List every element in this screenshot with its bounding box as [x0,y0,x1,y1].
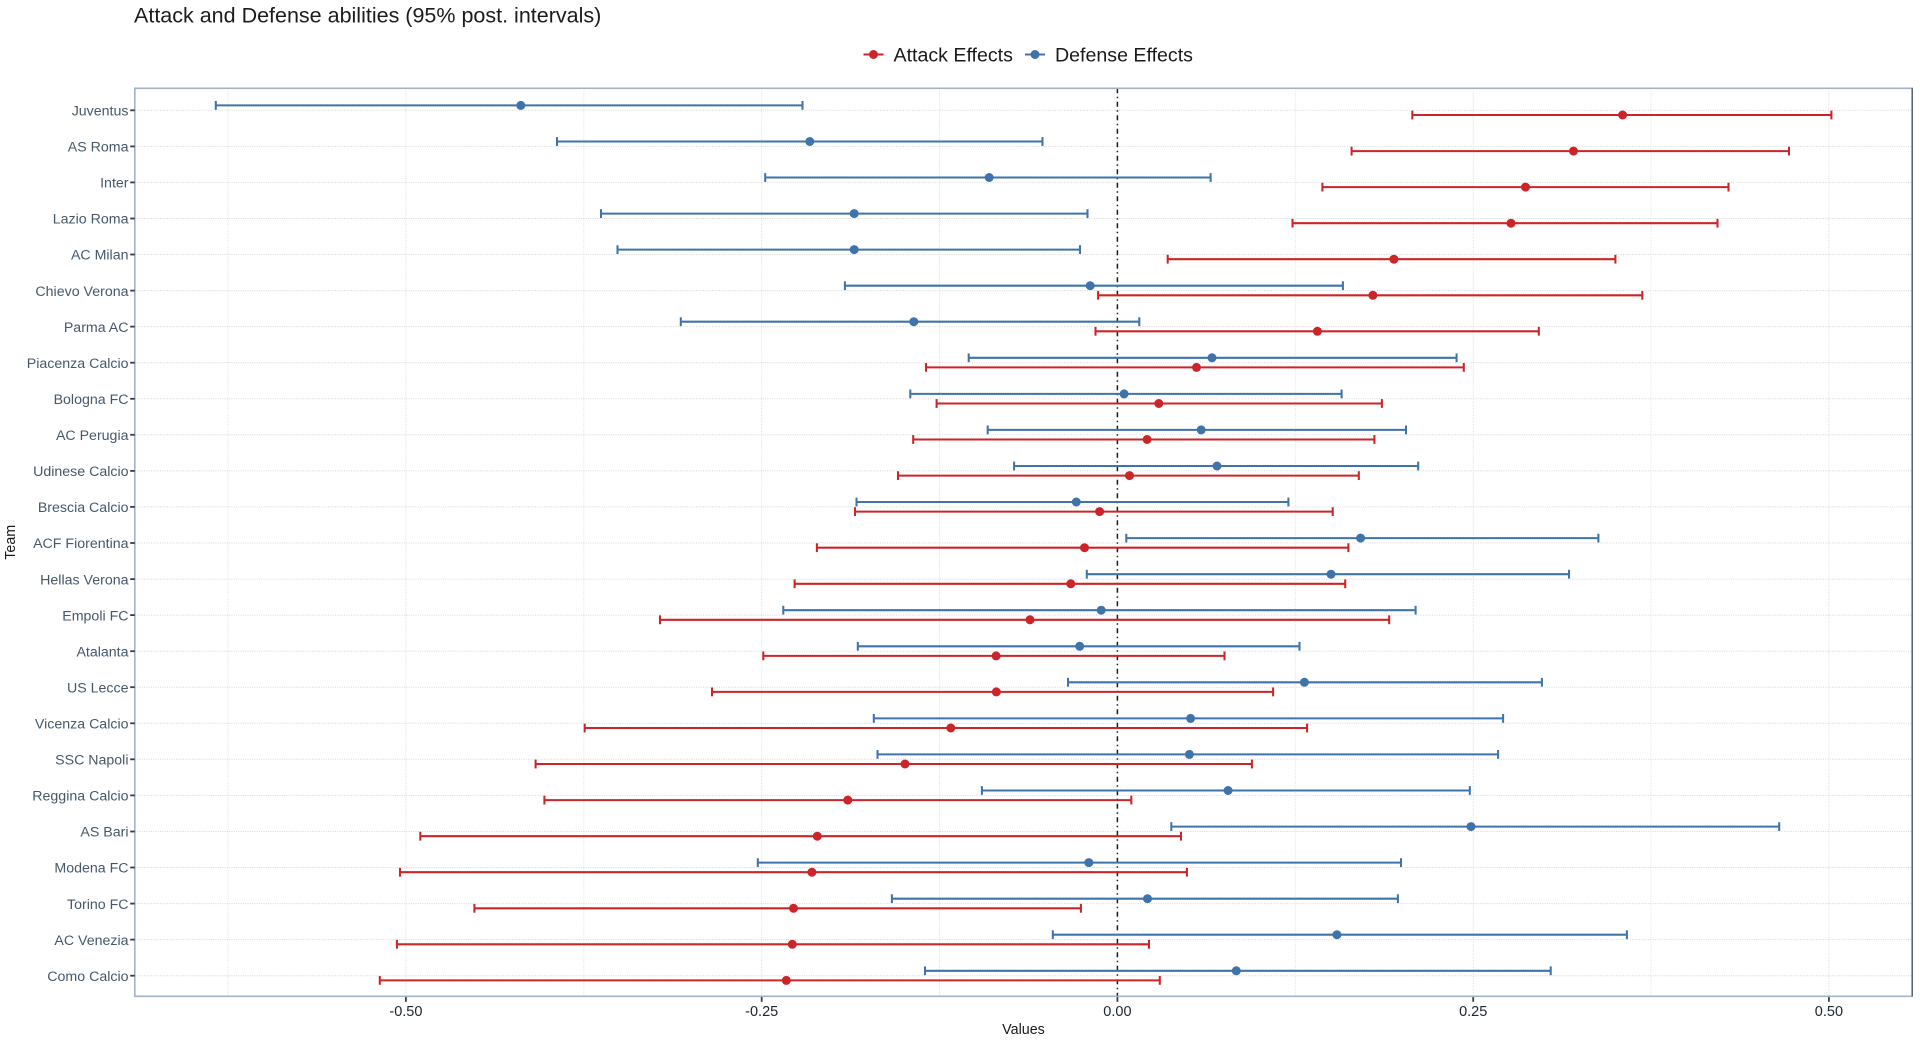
svg-text:Hellas Verona: Hellas Verona [40,572,128,588]
svg-text:Udinese Calcio: Udinese Calcio [33,464,129,480]
svg-text:AS Bari: AS Bari [80,825,128,841]
svg-text:Inter: Inter [100,176,129,192]
svg-text:Vicenza Calcio: Vicenza Calcio [35,717,129,733]
svg-text:Attack Effects: Attack Effects [894,45,1014,67]
svg-text:SSC Napoli: SSC Napoli [55,753,128,769]
svg-text:Torino FC: Torino FC [67,897,129,913]
svg-text:Parma AC: Parma AC [64,320,129,336]
svg-text:0.00: 0.00 [1103,1004,1131,1020]
svg-text:-0.25: -0.25 [745,1004,778,1020]
svg-text:ACF Fiorentina: ACF Fiorentina [33,536,129,552]
svg-text:Modena FC: Modena FC [54,861,128,877]
svg-text:Lazio Roma: Lazio Roma [53,212,129,228]
svg-text:Chievo Verona: Chievo Verona [35,284,128,300]
svg-text:-0.50: -0.50 [389,1004,422,1020]
svg-text:Bologna FC: Bologna FC [54,392,129,408]
svg-text:Juventus: Juventus [72,104,129,120]
svg-text:0.50: 0.50 [1815,1004,1843,1020]
svg-text:Como Calcio: Como Calcio [47,969,128,985]
svg-text:AC Perugia: AC Perugia [56,428,129,444]
svg-text:Reggina Calcio: Reggina Calcio [32,789,128,805]
svg-text:Piacenza Calcio: Piacenza Calcio [27,356,129,372]
svg-text:Values: Values [1002,1022,1045,1038]
svg-text:AC Milan: AC Milan [71,248,129,264]
svg-text:Atalanta: Atalanta [76,644,128,660]
svg-text:Empoli FC: Empoli FC [62,608,128,624]
svg-text:Brescia Calcio: Brescia Calcio [38,500,129,516]
svg-text:0.25: 0.25 [1459,1004,1487,1020]
svg-text:Defense Effects: Defense Effects [1055,45,1193,67]
svg-text:AS Roma: AS Roma [68,140,129,156]
svg-text:Team: Team [3,525,19,560]
svg-text:US Lecce: US Lecce [67,680,129,696]
svg-text:AC Venezia: AC Venezia [54,933,128,949]
svg-text:Attack and Defense abilities (: Attack and Defense abilities (95% post. … [134,4,601,28]
